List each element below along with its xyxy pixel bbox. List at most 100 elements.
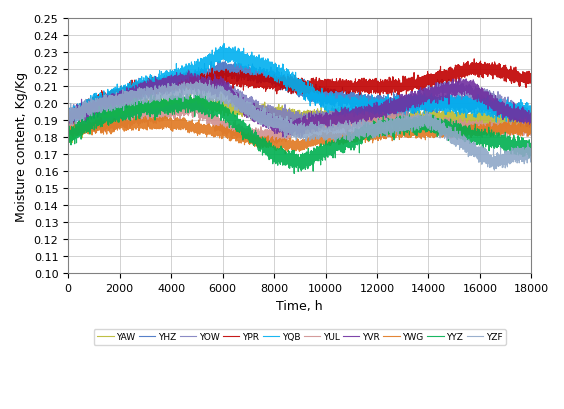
YPR: [65, 115, 72, 120]
YHZ: [222, 60, 228, 65]
YWG: [162, 114, 169, 119]
YYZ: [164, 106, 171, 111]
YWG: [164, 124, 171, 129]
YZF: [164, 94, 171, 99]
YPR: [218, 74, 224, 79]
YHZ: [197, 72, 204, 77]
YAW: [69, 141, 76, 146]
Line: YYZ: YYZ: [68, 92, 531, 174]
YHZ: [218, 69, 224, 74]
YPR: [528, 77, 535, 82]
YAW: [191, 102, 197, 107]
YQB: [528, 112, 535, 117]
YVR: [191, 82, 197, 87]
Line: YAW: YAW: [68, 95, 531, 143]
YYZ: [191, 97, 197, 102]
YYZ: [218, 109, 224, 114]
YZF: [65, 113, 72, 118]
YVR: [186, 69, 192, 74]
Legend: YAW, YHZ, YOW, YPR, YQB, YUL, YVR, YWG, YYZ, YZF: YAW, YHZ, YOW, YPR, YQB, YUL, YVR, YWG, …: [94, 329, 506, 345]
YQB: [191, 70, 197, 75]
YWG: [528, 127, 535, 132]
X-axis label: Time, h: Time, h: [276, 299, 323, 312]
YOW: [528, 119, 535, 124]
YZF: [528, 152, 535, 157]
YVR: [283, 135, 290, 140]
YHZ: [512, 110, 519, 115]
YUL: [65, 124, 72, 128]
YHZ: [522, 125, 529, 130]
YOW: [197, 85, 204, 90]
YAW: [512, 117, 519, 122]
YUL: [218, 125, 224, 130]
YZF: [491, 168, 498, 173]
YHZ: [528, 118, 535, 123]
YHZ: [164, 85, 171, 90]
Line: YZF: YZF: [68, 81, 531, 171]
YPR: [164, 79, 171, 84]
Line: YHZ: YHZ: [68, 62, 531, 128]
YAW: [218, 104, 224, 109]
YQB: [218, 47, 224, 52]
YAW: [197, 99, 204, 104]
YYZ: [512, 142, 519, 146]
Line: YWG: YWG: [68, 117, 531, 155]
YOW: [328, 129, 334, 134]
YZF: [512, 156, 519, 161]
YVR: [65, 114, 72, 119]
YYZ: [193, 90, 200, 95]
YQB: [512, 116, 519, 121]
YUL: [512, 129, 519, 134]
YWG: [218, 132, 224, 137]
YHZ: [202, 78, 209, 83]
Line: YVR: YVR: [68, 72, 531, 138]
Y-axis label: Moisture content, Kg/Kg: Moisture content, Kg/Kg: [15, 72, 28, 221]
YOW: [191, 83, 197, 88]
YWG: [65, 127, 72, 132]
YYZ: [202, 106, 209, 110]
YQB: [221, 42, 227, 47]
YHZ: [191, 72, 197, 76]
YUL: [197, 109, 204, 114]
YVR: [197, 86, 204, 91]
YUL: [528, 128, 535, 133]
YOW: [218, 88, 224, 93]
YAW: [528, 114, 535, 119]
YWG: [202, 127, 209, 132]
YYZ: [528, 150, 535, 155]
YZF: [191, 96, 197, 101]
YQB: [65, 117, 72, 121]
YPR: [70, 122, 77, 127]
YVR: [202, 84, 209, 89]
YPR: [202, 80, 209, 85]
YQB: [164, 84, 171, 89]
YPR: [191, 75, 197, 80]
YUL: [193, 99, 200, 104]
YVR: [528, 113, 535, 118]
YAW: [202, 103, 209, 108]
YAW: [164, 104, 171, 109]
YUL: [263, 142, 270, 147]
YZF: [206, 79, 213, 83]
YOW: [202, 88, 209, 92]
YQB: [520, 126, 527, 131]
Line: YPR: YPR: [68, 60, 531, 125]
YUL: [164, 109, 171, 114]
YPR: [471, 57, 478, 62]
YYZ: [291, 172, 298, 177]
YWG: [197, 126, 204, 131]
YZF: [202, 91, 209, 96]
YUL: [202, 112, 209, 117]
YAW: [65, 134, 72, 139]
YYZ: [197, 103, 204, 108]
YZF: [218, 86, 224, 91]
YOW: [202, 70, 209, 75]
YHZ: [65, 112, 72, 117]
YPR: [197, 82, 204, 87]
Line: YQB: YQB: [68, 45, 531, 128]
YZF: [197, 86, 204, 91]
YOW: [512, 112, 519, 117]
YQB: [197, 71, 204, 76]
YOW: [164, 81, 171, 85]
YPR: [512, 71, 519, 76]
